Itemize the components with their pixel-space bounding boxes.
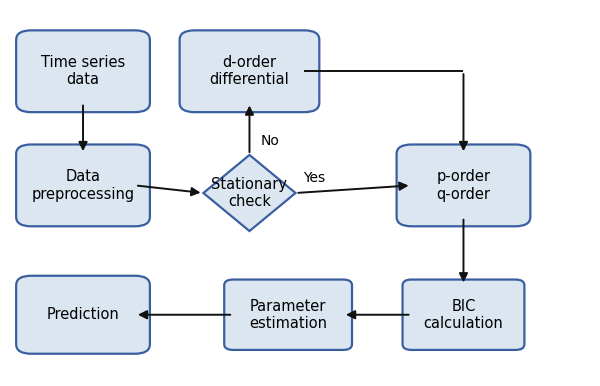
FancyBboxPatch shape	[16, 30, 150, 112]
Text: No: No	[260, 134, 279, 149]
FancyBboxPatch shape	[179, 30, 319, 112]
Text: Parameter
estimation: Parameter estimation	[249, 298, 327, 331]
Polygon shape	[203, 155, 296, 231]
Text: Data
preprocessing: Data preprocessing	[31, 169, 134, 201]
Text: Time series
data: Time series data	[41, 55, 125, 88]
Text: BIC
calculation: BIC calculation	[424, 298, 503, 331]
FancyBboxPatch shape	[397, 144, 530, 226]
FancyBboxPatch shape	[224, 279, 352, 350]
FancyBboxPatch shape	[403, 279, 524, 350]
Text: p-order
q-order: p-order q-order	[436, 169, 490, 201]
FancyBboxPatch shape	[16, 144, 150, 226]
Text: Stationary
check: Stationary check	[211, 177, 287, 209]
Text: d-order
differential: d-order differential	[209, 55, 289, 88]
Text: Prediction: Prediction	[47, 307, 119, 322]
FancyBboxPatch shape	[16, 276, 150, 354]
Text: Yes: Yes	[302, 171, 325, 185]
